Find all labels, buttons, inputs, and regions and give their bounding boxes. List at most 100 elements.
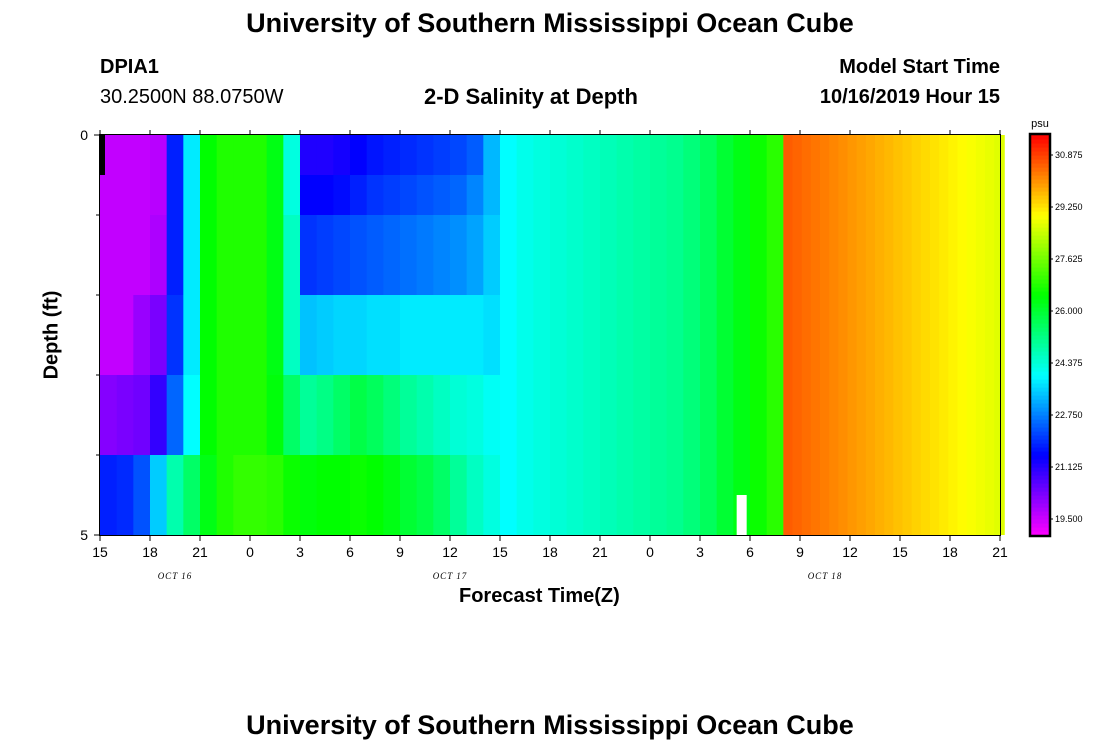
heatmap-cell <box>333 455 351 536</box>
heatmap-cell <box>583 135 601 176</box>
heatmap-cell <box>433 215 451 296</box>
heatmap-cell <box>483 375 501 456</box>
heatmap-cell <box>616 135 634 176</box>
heatmap-cell <box>533 295 551 376</box>
colorbar-segment <box>1031 423 1049 428</box>
heatmap-cell <box>366 455 384 536</box>
colorbar-segment <box>1031 275 1049 280</box>
colorbar-segment <box>1031 271 1049 276</box>
heatmap-cell <box>316 215 334 296</box>
heatmap-cell <box>500 215 518 296</box>
heatmap-cell <box>733 295 751 376</box>
heatmap-cell <box>116 175 134 216</box>
heatmap-cell <box>150 455 168 536</box>
heatmap-cell <box>966 135 978 535</box>
colorbar-segment <box>1031 403 1049 408</box>
heatmap-cell <box>350 295 368 376</box>
colorbar-segment <box>1031 347 1049 352</box>
heatmap-cell <box>633 295 651 376</box>
heatmap-cell <box>150 295 168 376</box>
colorbar-segment <box>1031 427 1049 432</box>
heatmap-cell <box>700 455 718 536</box>
heatmap-cell <box>416 215 434 296</box>
heatmap-cell <box>516 295 534 376</box>
colorbar-segment <box>1031 443 1049 448</box>
heatmap-cell <box>516 135 534 176</box>
heatmap-cell <box>616 375 634 456</box>
x-tick-label: 12 <box>842 544 858 560</box>
heatmap-cell <box>100 455 118 536</box>
heatmap-cell <box>316 135 334 176</box>
heatmap-cell <box>566 375 584 456</box>
colorbar-segment <box>1031 287 1049 292</box>
heatmap-cell <box>200 215 218 296</box>
heatmap-cell <box>283 295 301 376</box>
heatmap-cell <box>666 375 684 456</box>
colorbar-segment <box>1031 515 1049 520</box>
colorbar-segment <box>1031 195 1049 200</box>
heatmap-cell <box>266 455 284 536</box>
heatmap-cell <box>466 375 484 456</box>
colorbar-segment <box>1031 371 1049 376</box>
colorbar-segment <box>1031 171 1049 176</box>
colorbar-segment <box>1031 147 1049 152</box>
heatmap-cell <box>666 175 684 216</box>
heatmap-cell <box>233 375 251 456</box>
heatmap-cell <box>716 215 734 296</box>
colorbar-segment <box>1031 435 1049 440</box>
heatmap-cell <box>416 375 434 456</box>
heatmap-cell <box>583 215 601 296</box>
colorbar-segment <box>1031 327 1049 332</box>
heatmap-cell <box>166 375 184 456</box>
heatmap-cell <box>400 375 418 456</box>
heatmap-cell <box>483 295 501 376</box>
heatmap-cell <box>133 295 151 376</box>
y-tick-label: 5 <box>80 527 88 543</box>
heatmap-cell <box>383 215 401 296</box>
heatmap-cell <box>316 455 334 536</box>
colorbar-segment <box>1031 279 1049 284</box>
heatmap-cell <box>600 175 618 216</box>
heatmap-cell <box>550 175 568 216</box>
heatmap-cell <box>633 135 651 176</box>
x-tick-label: 3 <box>296 544 304 560</box>
heatmap-cell <box>884 135 895 535</box>
colorbar-unit: psu <box>1031 118 1049 130</box>
heatmap-cell <box>416 135 434 176</box>
heatmap-cell <box>716 295 734 376</box>
heatmap-cell <box>100 375 118 456</box>
colorbar-segment <box>1031 303 1049 308</box>
heatmap-cell <box>333 175 351 216</box>
heatmap-cell <box>566 215 584 296</box>
heatmap-cell <box>666 215 684 296</box>
heatmap-cell <box>433 135 451 176</box>
heatmap-cell <box>583 295 601 376</box>
heatmap-cell <box>566 135 584 176</box>
colorbar-segment <box>1031 419 1049 424</box>
heatmap-cell <box>483 455 501 536</box>
heatmap-cell <box>550 295 568 376</box>
heatmap-cell <box>566 455 584 536</box>
colorbar-tick-label: 27.625 <box>1055 254 1083 264</box>
heatmap-cell <box>183 455 201 536</box>
x-tick-label: 9 <box>796 544 804 560</box>
heatmap-cell <box>633 375 651 456</box>
heatmap-cell <box>920 135 932 535</box>
heatmap-cell <box>316 375 334 456</box>
colorbar-segment <box>1031 267 1049 272</box>
heatmap-cell <box>133 455 151 536</box>
heatmap-cell <box>300 375 318 456</box>
heatmap-cell <box>516 455 534 536</box>
colorbar-tick-label: 21.125 <box>1055 462 1083 472</box>
heatmap-cell <box>483 135 501 176</box>
heatmap-cell <box>766 175 784 216</box>
x-tick-label: 9 <box>396 544 404 560</box>
colorbar-segment <box>1031 159 1049 164</box>
heatmap-cell <box>483 215 501 296</box>
colorbar-segment <box>1031 335 1049 340</box>
heatmap-cell <box>633 215 651 296</box>
colorbar-tick-label: 29.250 <box>1055 202 1083 212</box>
heatmap-cell <box>700 375 718 456</box>
heatmap-cell <box>133 175 151 216</box>
heatmap-cell <box>865 135 877 535</box>
